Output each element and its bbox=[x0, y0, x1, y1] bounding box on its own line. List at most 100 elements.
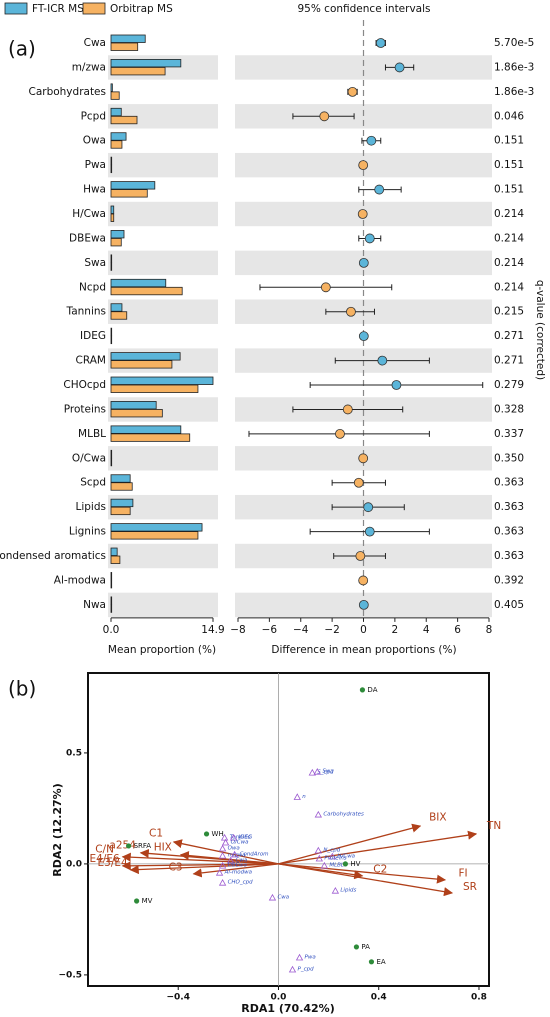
bar bbox=[110, 596, 113, 605]
q-value: 0.328 bbox=[494, 403, 524, 415]
bar bbox=[110, 115, 138, 125]
species-point bbox=[218, 851, 227, 859]
q-value: 0.214 bbox=[494, 208, 524, 220]
bar bbox=[110, 580, 113, 589]
species-point bbox=[288, 965, 297, 973]
q-value: 0.151 bbox=[494, 159, 524, 171]
difference-point bbox=[377, 355, 388, 366]
species-point bbox=[218, 861, 227, 869]
category-label: Ncpd bbox=[79, 281, 106, 293]
row-band bbox=[108, 592, 218, 618]
species-point bbox=[320, 861, 329, 869]
y-tick-label: 0.0 bbox=[66, 859, 82, 869]
sample-point bbox=[134, 898, 140, 904]
category-label: Hwa bbox=[83, 184, 106, 196]
difference-point bbox=[375, 38, 386, 48]
bar bbox=[110, 213, 115, 222]
category-label: Pcpd bbox=[81, 110, 106, 122]
difference-point bbox=[391, 380, 402, 390]
sample-label: EA bbox=[376, 958, 385, 966]
q-value: 0.337 bbox=[494, 428, 524, 440]
sample-point bbox=[126, 843, 132, 849]
species-label: DBEwa bbox=[228, 862, 248, 868]
bar bbox=[110, 335, 113, 345]
arrow-label: SR bbox=[463, 881, 477, 893]
q-value: 0.046 bbox=[494, 110, 524, 122]
bar bbox=[110, 547, 118, 556]
bar bbox=[110, 262, 113, 271]
species-label: IDEG bbox=[239, 834, 253, 840]
sample-label: PA bbox=[361, 943, 370, 951]
bar bbox=[110, 59, 182, 68]
difference-point bbox=[358, 331, 369, 342]
loading-arrow bbox=[192, 863, 279, 878]
species-point bbox=[218, 878, 227, 886]
species-point bbox=[308, 768, 316, 776]
bar bbox=[110, 449, 113, 459]
category-label: Cwa bbox=[84, 37, 106, 49]
q-value: 0.214 bbox=[494, 281, 524, 293]
species-point bbox=[314, 846, 323, 854]
arrow-label: C/N bbox=[95, 844, 114, 856]
bar bbox=[110, 409, 163, 418]
row-band bbox=[108, 250, 218, 276]
q-value: 0.214 bbox=[494, 232, 524, 244]
bar bbox=[110, 83, 113, 92]
bar bbox=[110, 401, 157, 410]
bar bbox=[110, 254, 113, 263]
category-label: Swa bbox=[84, 257, 106, 269]
difference-point bbox=[346, 306, 356, 317]
loading-arrow bbox=[172, 839, 279, 865]
x-tick-label: −8 bbox=[230, 624, 245, 636]
y-tick-label: −0.5 bbox=[59, 970, 82, 980]
q-value: 0.279 bbox=[494, 379, 524, 391]
category-label: Lipids bbox=[76, 501, 107, 513]
legend-label: FT-ICR MS bbox=[32, 3, 84, 15]
bar bbox=[110, 457, 113, 467]
difference-point bbox=[358, 160, 369, 171]
x-tick-label: 8 bbox=[486, 624, 493, 636]
q-value: 0.215 bbox=[494, 306, 524, 318]
bar bbox=[110, 474, 131, 483]
category-label: IDEG bbox=[80, 330, 106, 342]
arrow-label: FI bbox=[459, 867, 468, 879]
difference-point bbox=[335, 428, 345, 439]
species-label: P_cpd bbox=[298, 966, 315, 972]
panel-label: (a) bbox=[8, 37, 36, 61]
chart-title: 95% confidence intervals bbox=[298, 3, 431, 15]
q-value: 0.392 bbox=[494, 574, 524, 586]
category-label: Tannins bbox=[66, 306, 106, 318]
arrow-label: E4/E6 bbox=[90, 853, 120, 865]
bar bbox=[110, 67, 166, 76]
bar bbox=[110, 604, 113, 613]
bar bbox=[110, 433, 191, 442]
species-label: Swa bbox=[322, 769, 334, 775]
x-tick-label: 0.8 bbox=[471, 993, 487, 1003]
x-tick-label: −2 bbox=[324, 624, 339, 636]
row-band bbox=[108, 201, 218, 227]
bar bbox=[110, 531, 199, 540]
bar bbox=[110, 555, 121, 564]
bar bbox=[110, 523, 203, 532]
q-value: 0.405 bbox=[494, 599, 524, 611]
loading-arrow bbox=[129, 863, 279, 875]
bar bbox=[110, 482, 133, 491]
species-label: N_cpd bbox=[323, 847, 340, 853]
difference-point bbox=[364, 233, 375, 244]
category-label: Proteins bbox=[64, 403, 106, 415]
row-band bbox=[108, 152, 218, 178]
species-point bbox=[313, 767, 322, 775]
bar bbox=[110, 238, 122, 247]
x-tick-label: 2 bbox=[392, 624, 399, 636]
species-point bbox=[331, 886, 340, 894]
species-point bbox=[295, 953, 304, 961]
category-label: Lignins bbox=[69, 526, 106, 538]
species-label: CondArom bbox=[240, 851, 269, 857]
species-point bbox=[221, 838, 230, 846]
legend-swatch bbox=[4, 2, 28, 15]
species-point bbox=[268, 893, 277, 901]
sample-point bbox=[368, 959, 375, 965]
sample-label: SRFA bbox=[134, 842, 152, 850]
bar bbox=[110, 230, 125, 239]
bar bbox=[110, 278, 167, 288]
